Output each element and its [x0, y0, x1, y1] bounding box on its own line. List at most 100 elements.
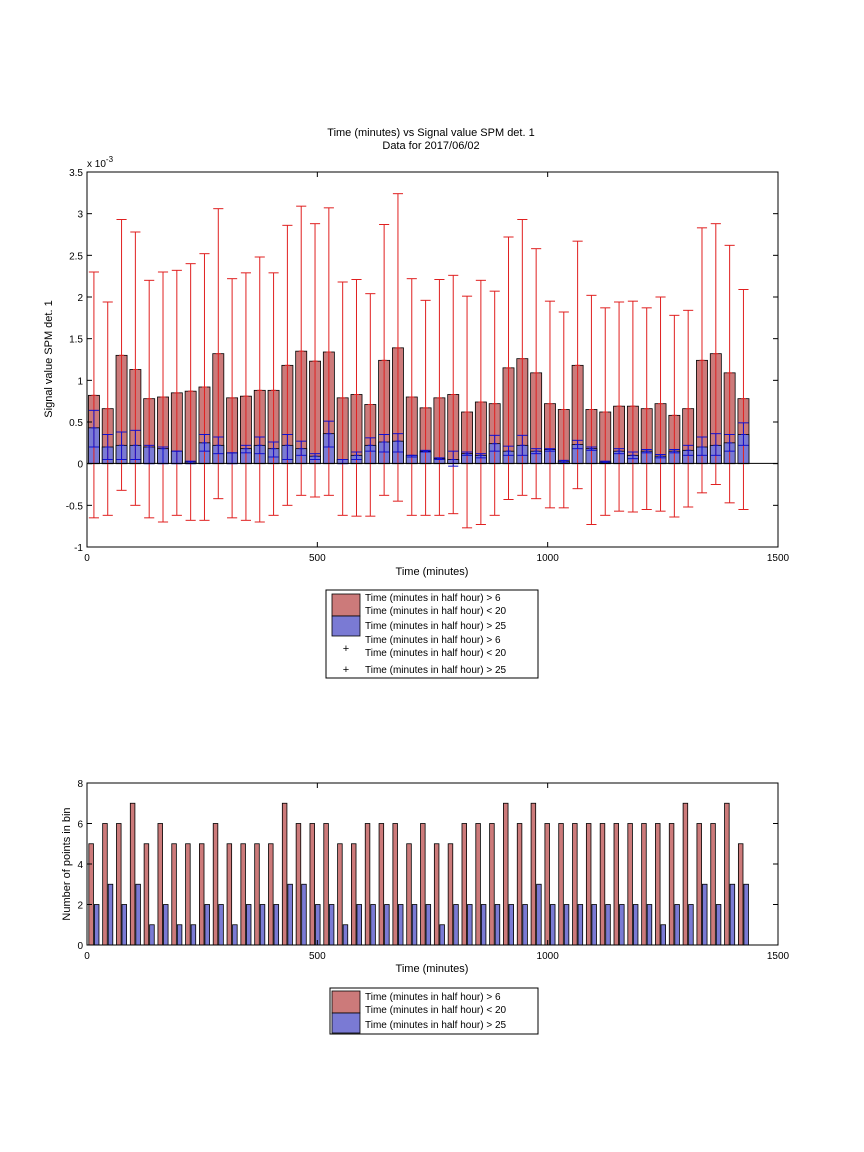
signal-plot: 0 500 1000 1500 -1 -0.5 0 0.5 1 1.5 2 2.5 3 3.5 x 10-…	[43, 155, 790, 578]
count-bar-late	[384, 904, 390, 946]
count-bar-early	[406, 843, 412, 946]
count-bar-early	[655, 823, 661, 946]
legend-entry3-line2: Time (minutes in half hour) < 20	[365, 648, 507, 659]
legend-swatch-blue	[331, 615, 361, 637]
count-bar-late	[370, 904, 376, 946]
legend2-swatch-blue	[331, 1012, 361, 1034]
legend2-entry1-line2: Time (minutes in half hour) < 20	[365, 1005, 507, 1016]
count-bar-early	[724, 802, 730, 946]
errorbar-early	[600, 307, 611, 516]
count-bar-late	[632, 904, 639, 946]
errorbar-late	[130, 429, 141, 460]
y-tick-label: 6	[77, 820, 83, 831]
count-bar-late	[163, 904, 169, 946]
count-bar-late	[259, 904, 266, 946]
errorbar-late	[558, 459, 569, 464]
count-bar-early	[461, 823, 467, 946]
x-tick-label: 0	[84, 951, 90, 962]
legend-entry4: Time (minutes in half hour) > 25	[365, 665, 507, 676]
count-bar-early	[226, 843, 233, 946]
errorbar-late	[296, 440, 307, 456]
count-bar-late	[522, 904, 528, 946]
errorbar-late	[434, 457, 445, 460]
errorbar-early	[627, 300, 638, 513]
count-bar-early	[295, 823, 302, 946]
count-bar-early	[378, 823, 385, 946]
count-bar-late	[204, 904, 210, 946]
legend2-entry1-line1: Time (minutes in half hour) > 6	[365, 992, 501, 1003]
count-bar-late	[93, 904, 100, 946]
count-bar-late	[508, 904, 514, 946]
count-bar-late	[107, 883, 114, 946]
count-bar-late	[273, 904, 280, 946]
errorbar-early	[185, 263, 196, 521]
errorbar-late	[669, 449, 680, 454]
errorbar-late	[406, 454, 417, 458]
errorbar-late	[461, 451, 473, 456]
count-bar-late	[467, 904, 473, 946]
count-bar-early	[240, 843, 246, 946]
legend-swatch-red	[331, 593, 361, 617]
count-bar-late	[577, 904, 584, 946]
count-bar-early	[682, 802, 689, 946]
count-bar-late	[411, 904, 418, 946]
count-bar-early	[558, 823, 564, 946]
errorbar-early	[254, 256, 265, 523]
count-bar-late	[190, 924, 197, 946]
errorbar-early	[309, 223, 321, 498]
count-bar-early	[129, 802, 136, 946]
count-bar-early	[171, 843, 177, 946]
errorbar-late	[655, 454, 666, 459]
count-plot-legend: Time (minutes in half hour) > 6 Time (mi…	[329, 987, 539, 1035]
count-bar-early	[710, 823, 716, 946]
y-tick-label: 1	[77, 376, 83, 387]
count-bar-early	[585, 823, 592, 946]
legend-entry1-line1: Time (minutes in half hour) > 6	[365, 593, 501, 604]
count-bar-early	[503, 802, 509, 946]
legend-marker-red: +	[343, 643, 349, 655]
count-bar-early	[199, 843, 205, 946]
errorbar-early	[669, 314, 680, 518]
y-tick-label: 8	[77, 779, 83, 790]
count-bar-early	[696, 823, 702, 946]
count-bar-late	[149, 924, 155, 946]
count-bar-early	[668, 823, 675, 946]
y-tick-label: 4	[77, 860, 83, 871]
x-tick-label: 1500	[767, 553, 790, 564]
count-bar-early	[268, 843, 274, 946]
errorbar-early	[461, 295, 473, 529]
y-tick-label: 3.5	[69, 168, 83, 179]
legend-entry2: Time (minutes in half hour) > 25	[365, 621, 507, 632]
errorbar-early	[586, 294, 597, 525]
count-bar-early	[627, 823, 633, 946]
count-bar-early	[102, 823, 108, 946]
y-tick-label: -0.5	[66, 501, 84, 512]
y-tick-label: 1.5	[69, 335, 83, 346]
legend-entry1-line2: Time (minutes in half hour) < 20	[365, 606, 507, 617]
errorbar-late	[392, 433, 404, 453]
x-tick-label: 1500	[767, 951, 790, 962]
count-bar-late	[702, 883, 708, 946]
errorbar-early	[268, 272, 279, 516]
count-bar-early	[309, 823, 315, 946]
errorbar-late	[102, 434, 113, 460]
errorbar-late	[710, 433, 721, 456]
errorbar-late	[627, 451, 638, 460]
errorbar-early	[724, 244, 735, 504]
errorbar-early	[144, 279, 155, 519]
errorbar-early	[434, 279, 445, 516]
count-bar-late	[356, 904, 362, 946]
x-tick-label: 0	[84, 553, 90, 564]
errorbar-early	[420, 299, 431, 516]
count-bar-early	[392, 823, 398, 946]
errorbar-late	[254, 436, 265, 455]
count-bar-late	[398, 904, 404, 946]
y-exponent-label: x 10-3	[87, 155, 114, 170]
count-bar-late	[619, 904, 625, 946]
count-bar-early	[212, 823, 219, 946]
count-bar-early	[88, 843, 94, 946]
errorbar-late	[489, 434, 500, 452]
x-tick-label: 500	[309, 951, 326, 962]
count-bar-early	[351, 843, 357, 946]
count-bar-late	[245, 904, 252, 946]
